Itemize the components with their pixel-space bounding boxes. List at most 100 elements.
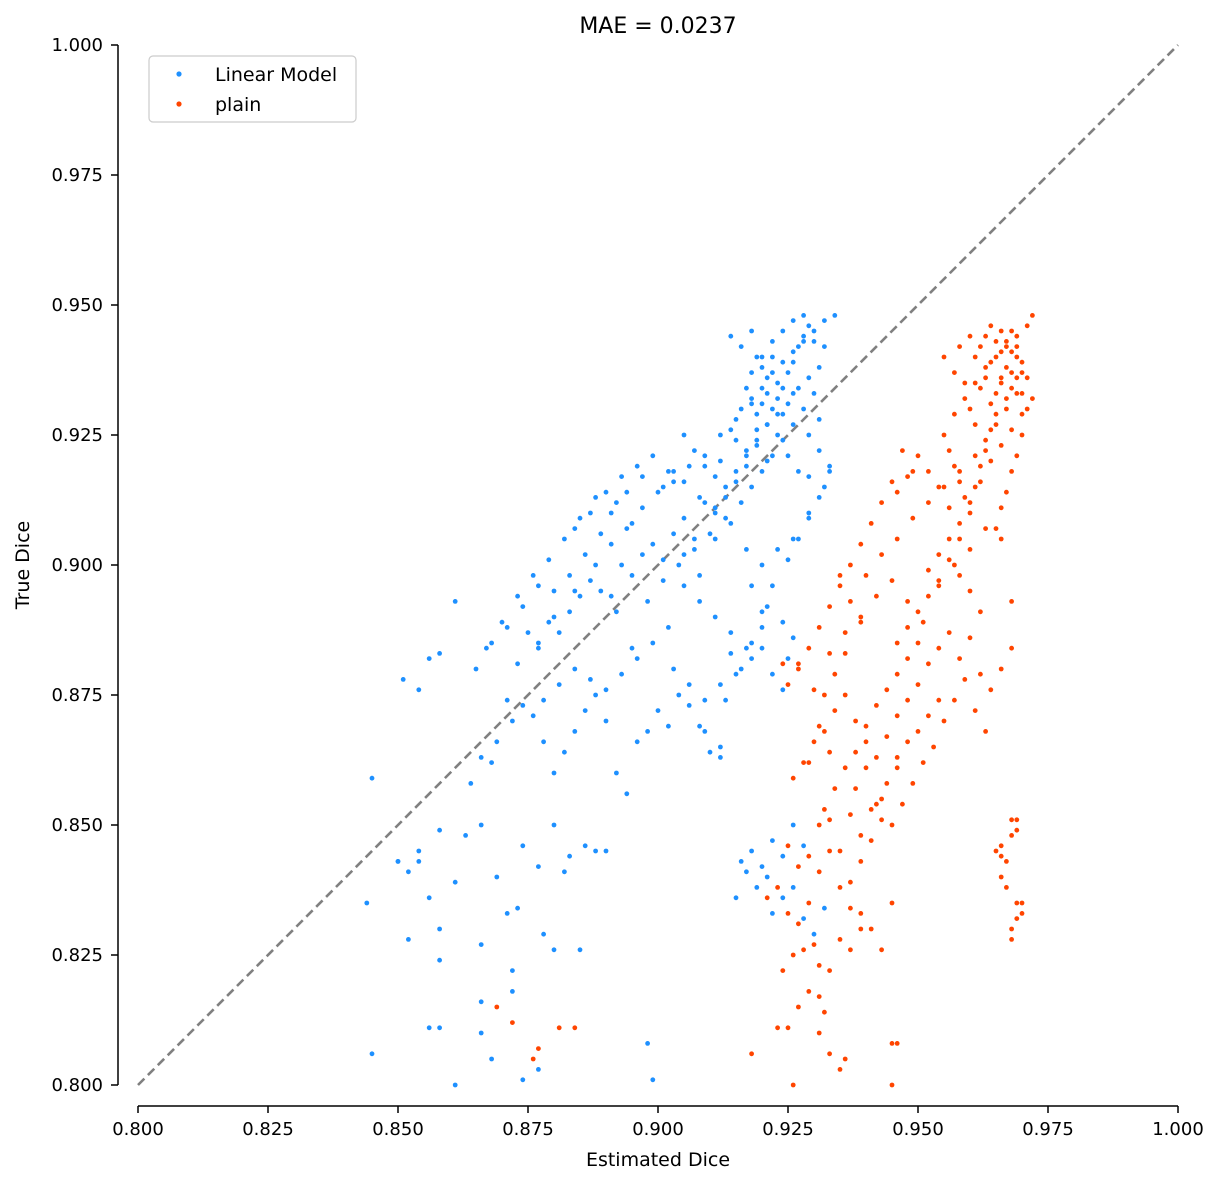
linear-model-point (780, 359, 786, 365)
linear-model-point (478, 942, 484, 947)
plain-point (801, 947, 806, 953)
linear-model-point (660, 484, 666, 490)
plain-point (1009, 645, 1014, 651)
plain-point (853, 718, 858, 724)
plain-point (952, 562, 957, 568)
linear-model-point (785, 656, 791, 661)
linear-model-point (400, 677, 406, 682)
linear-model-point (738, 859, 744, 864)
plain-point (858, 619, 864, 625)
linear-model-point (437, 651, 442, 656)
plain-point (874, 703, 879, 708)
plain-point (993, 391, 999, 396)
plain-point (894, 640, 900, 646)
linear-model-point (541, 739, 546, 745)
linear-model-point (822, 318, 827, 323)
plain-point (1030, 313, 1035, 318)
linear-model-point (634, 656, 640, 661)
linear-model-point (395, 859, 401, 864)
plain-point (926, 469, 931, 474)
plain-point (874, 801, 879, 807)
plain-point (796, 661, 801, 667)
plain-point (764, 895, 770, 901)
plain-point (962, 495, 968, 500)
linear-model-point (520, 703, 526, 708)
linear-model-point (463, 833, 468, 838)
linear-model-point (733, 469, 739, 474)
linear-model-point (676, 562, 682, 568)
plain-point (801, 760, 806, 765)
plain-point (915, 640, 921, 646)
plain-point (1014, 375, 1020, 381)
plain-point (920, 760, 926, 765)
plain-point (863, 739, 869, 745)
linear-model-point (551, 770, 557, 776)
plain-point (785, 682, 791, 687)
plain-point (905, 739, 910, 745)
plain-point (952, 697, 957, 703)
linear-model-point (416, 848, 422, 854)
plain-point (1004, 885, 1009, 890)
linear-model-point (816, 495, 822, 500)
plain-point (936, 583, 942, 589)
linear-model-point (478, 999, 484, 1005)
linear-model-point (577, 947, 583, 953)
plain-point (941, 484, 947, 490)
linear-model-point (614, 500, 619, 505)
plain-point (972, 453, 978, 459)
plain-point (936, 697, 942, 703)
linear-model-point (660, 578, 666, 583)
plain-point (957, 479, 962, 485)
linear-model-point (775, 432, 780, 438)
linear-model-point (759, 562, 765, 568)
plain-point (863, 723, 869, 729)
plain-point (978, 609, 983, 615)
linear-model-point (712, 510, 718, 516)
linear-model-point (546, 619, 552, 625)
linear-model-point (437, 1025, 442, 1031)
linear-model-point (790, 635, 796, 641)
plain-point (822, 807, 827, 812)
linear-model-point (562, 749, 567, 755)
plain-point (946, 536, 952, 542)
plain-point (494, 1004, 500, 1010)
linear-model-point (634, 739, 640, 745)
linear-model-point (754, 885, 760, 890)
chart-title: MAE = 0.0237 (579, 14, 736, 39)
plain-point (1009, 349, 1014, 355)
linear-model-point (770, 406, 775, 412)
plain-point (967, 500, 973, 505)
linear-model-point (770, 838, 775, 843)
linear-model-point (775, 547, 780, 552)
x-tick-label: 0.950 (892, 1119, 944, 1140)
plain-point (894, 489, 900, 495)
linear-model-point (608, 510, 614, 516)
linear-model-point (738, 666, 744, 672)
plain-point (1014, 817, 1020, 823)
linear-model-point (697, 599, 702, 604)
plain-point (879, 947, 884, 953)
y-tick-label: 0.925 (51, 425, 103, 446)
linear-model-point (806, 375, 812, 381)
linear-model-point (780, 619, 786, 625)
linear-model-point (478, 755, 484, 760)
plain-point (998, 380, 1004, 386)
linear-model-point (608, 541, 614, 547)
plain-point (889, 900, 895, 906)
plain-point (957, 521, 962, 526)
linear-model-point (702, 463, 708, 469)
plain-point (889, 822, 895, 828)
linear-model-point (827, 469, 832, 474)
y-tick-label: 0.800 (51, 1075, 103, 1096)
linear-model-point (801, 313, 806, 318)
linear-model-point (666, 723, 671, 729)
plain-point (905, 697, 910, 703)
plain-point (816, 822, 822, 828)
plain-point (842, 765, 848, 771)
linear-model-point (437, 957, 442, 963)
linear-model-point (759, 625, 765, 630)
linear-model-point (504, 911, 510, 916)
plain-point (1009, 427, 1014, 433)
linear-model-point (759, 354, 765, 360)
